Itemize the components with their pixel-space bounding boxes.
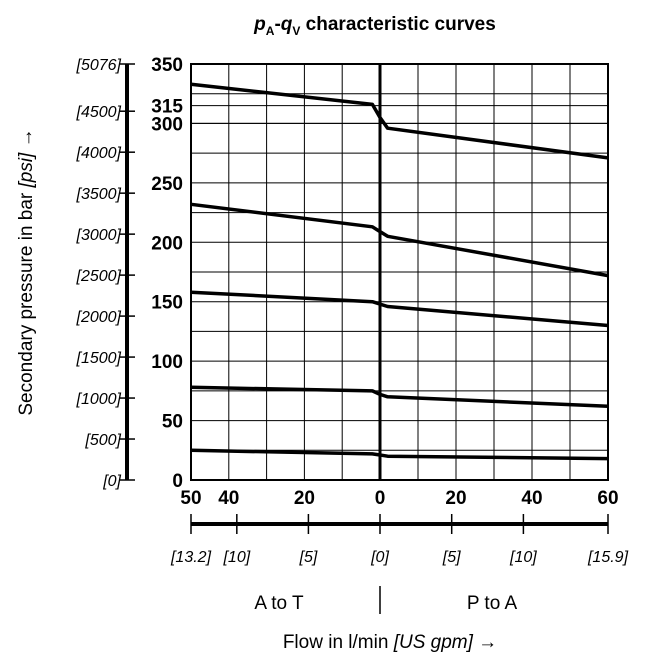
region-label-p-to-a: P to A — [467, 593, 518, 614]
x-tick-label-lpm: 50 — [180, 488, 201, 509]
y-tick-label-bar: 300 — [151, 114, 183, 135]
y-tick-label-bar: 150 — [151, 293, 183, 314]
y-tick-label-bar: 0 — [172, 471, 183, 492]
x-tick-label-lpm: 20 — [294, 488, 315, 509]
x-axis-label: Flow in l/min [US gpm] → — [283, 632, 497, 653]
x-tick-label-gpm: [0] — [370, 549, 389, 566]
y-tick-label-psi: [5076] — [76, 57, 122, 74]
y-tick-label-bar: 350 — [151, 55, 183, 76]
y-tick-label-psi: [500] — [84, 432, 121, 449]
curve-3 — [190, 290, 609, 328]
x-tick-label-lpm: 40 — [521, 488, 542, 509]
curve-4 — [190, 385, 609, 409]
x-tick-label-gpm: [10] — [222, 549, 250, 566]
curves — [190, 82, 609, 461]
y-tick-label-bar: 100 — [151, 352, 183, 373]
curve-2 — [190, 202, 609, 278]
region-label-a-to-t: A to T — [254, 593, 304, 614]
x-tick-label-gpm: [10] — [509, 549, 537, 566]
y-tick-label-bar: 50 — [162, 412, 183, 433]
y-tick-label-bar: 315 — [151, 97, 183, 118]
curve-1 — [190, 82, 609, 160]
x-tick-label-lpm: 60 — [597, 488, 618, 509]
y-tick-label-psi: [0] — [102, 473, 121, 490]
y-tick-label-psi: [4500] — [76, 104, 122, 121]
y-tick-label-psi: [2500] — [76, 268, 122, 285]
y-tick-label-bar: 200 — [151, 233, 183, 254]
axes: 050100150200250300315350[0][500][1000][1… — [76, 55, 629, 566]
grid — [191, 64, 608, 480]
curve-5 — [190, 448, 609, 461]
chart-title: pA-qV characteristic curves — [253, 14, 496, 38]
x-tick-label-gpm: [15.9] — [587, 549, 629, 566]
y-tick-label-psi: [2000] — [76, 309, 122, 326]
y-tick-label-psi: [1500] — [76, 350, 122, 367]
x-tick-label-lpm: 0 — [375, 488, 386, 509]
y-tick-label-psi: [3500] — [76, 186, 122, 203]
y-tick-label-psi: [1000] — [76, 391, 122, 408]
x-tick-label-gpm: [5] — [442, 549, 461, 566]
x-tick-label-gpm: [13.2] — [170, 549, 212, 566]
x-tick-label-gpm: [5] — [299, 549, 318, 566]
y-tick-label-psi: [4000] — [76, 145, 122, 162]
x-tick-label-lpm: 40 — [218, 488, 239, 509]
plot-frame — [190, 63, 609, 481]
y-tick-label-bar: 250 — [151, 174, 183, 195]
y-axis-label: Secondary pressure in bar [psi] → — [16, 128, 37, 415]
y-tick-label-psi: [3000] — [76, 227, 122, 244]
x-tick-label-lpm: 20 — [445, 488, 466, 509]
